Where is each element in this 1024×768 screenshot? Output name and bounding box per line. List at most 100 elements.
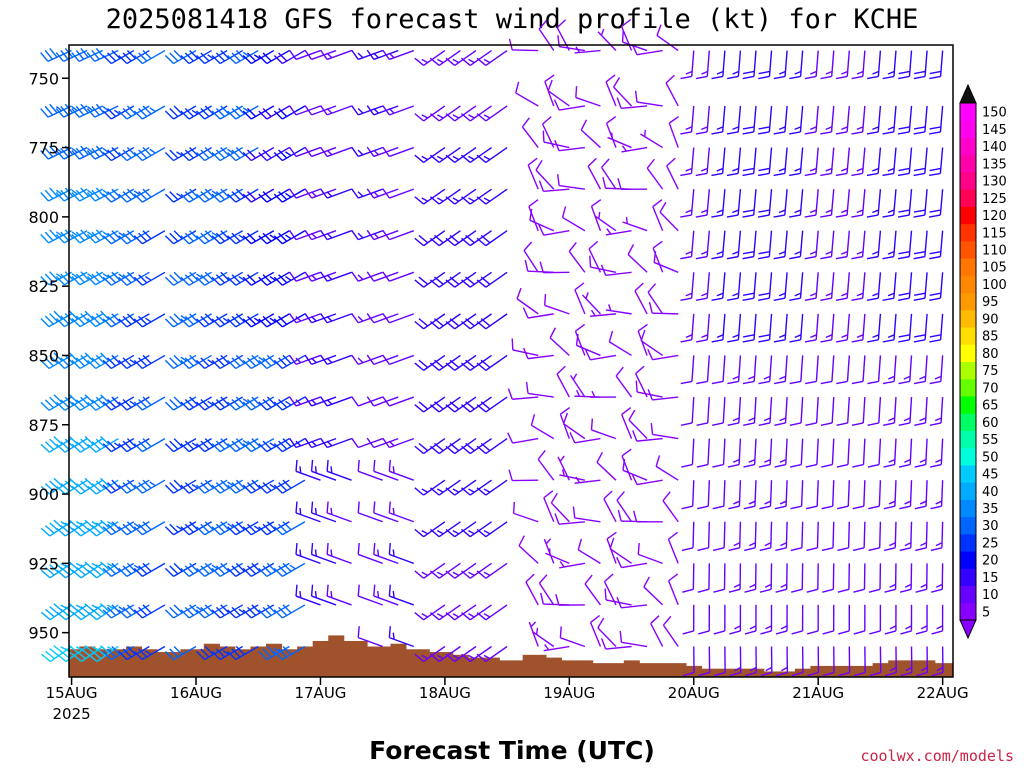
barb-half-flag bbox=[314, 549, 317, 557]
barb-staff bbox=[738, 438, 742, 465]
colorbar-label: 120 bbox=[982, 209, 1007, 224]
barb-full-flag bbox=[262, 232, 272, 242]
wind-barb bbox=[429, 49, 461, 67]
wind-barb bbox=[242, 146, 275, 162]
colorbar-label: 80 bbox=[982, 347, 999, 362]
barb-full-flag bbox=[562, 412, 569, 424]
barb-half-flag bbox=[748, 417, 755, 422]
barb-full-flag bbox=[80, 103, 89, 114]
barb-half-flag bbox=[310, 399, 317, 405]
wind-barb bbox=[596, 452, 617, 481]
barb-half-flag bbox=[535, 627, 539, 635]
barb-full-flag bbox=[913, 255, 925, 260]
barb-full-flag bbox=[173, 479, 183, 489]
barb-full-flag bbox=[95, 647, 106, 657]
barb-full-flag bbox=[142, 604, 152, 614]
barb-full-flag bbox=[87, 359, 97, 369]
barb-full-flag bbox=[55, 234, 65, 244]
barb-staff bbox=[358, 512, 383, 523]
barb-full-flag bbox=[41, 653, 51, 663]
wind-barb bbox=[574, 323, 586, 356]
terrain-segment bbox=[779, 671, 796, 677]
barb-full-flag bbox=[111, 271, 121, 281]
wind-barb bbox=[258, 49, 290, 65]
barb-full-flag bbox=[885, 671, 897, 677]
barb-half-flag bbox=[191, 483, 199, 489]
wind-barb bbox=[476, 354, 508, 371]
terrain-segment bbox=[522, 654, 547, 677]
barb-full-flag bbox=[304, 271, 313, 282]
barb-full-flag bbox=[621, 18, 632, 28]
wind-barb bbox=[729, 604, 742, 635]
wind-barb bbox=[461, 645, 492, 662]
barb-full-flag bbox=[84, 310, 94, 320]
barb-half-flag bbox=[809, 167, 817, 172]
barb-staff bbox=[815, 189, 819, 216]
barb-half-flag bbox=[919, 458, 927, 463]
wind-barb bbox=[382, 188, 415, 199]
barb-staff bbox=[893, 50, 897, 77]
barb-full-flag bbox=[621, 407, 632, 416]
barb-half-flag bbox=[887, 334, 895, 338]
barb-staff bbox=[543, 230, 570, 236]
barb-full-flag bbox=[508, 469, 513, 481]
wind-barb bbox=[632, 430, 663, 442]
barb-half-flag bbox=[903, 375, 911, 380]
colorbar-swatch bbox=[960, 206, 976, 225]
wind-barb bbox=[512, 501, 539, 523]
barb-half-flag bbox=[421, 654, 429, 660]
barb-staff bbox=[737, 189, 742, 216]
barb-staff bbox=[939, 50, 944, 77]
wind-barb bbox=[461, 49, 492, 67]
barb-full-flag bbox=[196, 443, 206, 453]
barb-full-flag bbox=[91, 357, 101, 367]
barb-half-flag bbox=[468, 654, 475, 660]
barb-full-flag bbox=[742, 250, 755, 255]
barb-half-flag bbox=[841, 292, 848, 297]
barb-staff bbox=[768, 147, 773, 174]
barb-full-flag bbox=[184, 315, 194, 325]
barb-full-flag bbox=[200, 565, 210, 575]
wind-barb bbox=[87, 436, 119, 453]
wind-barb bbox=[414, 562, 446, 579]
barb-staff bbox=[768, 50, 773, 77]
barb-staff bbox=[605, 81, 617, 107]
barb-full-flag bbox=[86, 150, 96, 160]
barb-full-flag bbox=[211, 276, 221, 286]
wind-barb bbox=[773, 313, 788, 343]
barb-full-flag bbox=[758, 339, 770, 343]
wind-barb bbox=[589, 614, 602, 647]
wind-barb bbox=[711, 396, 726, 426]
barb-full-flag bbox=[804, 172, 817, 177]
barb-staff bbox=[846, 105, 851, 132]
barb-full-flag bbox=[87, 611, 98, 621]
barb-full-flag bbox=[122, 191, 132, 201]
wind-barb bbox=[622, 458, 648, 481]
wind-barb bbox=[882, 272, 897, 301]
wind-barb bbox=[445, 105, 477, 122]
barb-staff bbox=[590, 206, 602, 231]
barb-full-flag bbox=[169, 149, 179, 159]
barb-staff bbox=[691, 355, 695, 382]
barb-staff bbox=[832, 521, 835, 548]
barb-half-flag bbox=[468, 114, 475, 119]
barb-half-flag bbox=[373, 108, 379, 114]
wind-barb bbox=[388, 626, 415, 648]
barb-full-flag bbox=[790, 505, 802, 510]
barb-full-flag bbox=[449, 318, 460, 327]
barb-full-flag bbox=[640, 329, 646, 342]
barb-half-flag bbox=[561, 469, 565, 477]
barb-staff bbox=[846, 147, 851, 174]
barb-staff bbox=[846, 230, 851, 257]
wind-barb bbox=[866, 230, 882, 260]
barb-full-flag bbox=[866, 172, 879, 177]
barb-staff bbox=[722, 438, 726, 465]
barb-full-flag bbox=[476, 237, 487, 247]
barb-full-flag bbox=[273, 152, 283, 162]
wind-barb bbox=[584, 349, 617, 361]
barb-full-flag bbox=[820, 172, 832, 177]
barb-full-flag bbox=[445, 404, 456, 413]
barb-full-flag bbox=[53, 477, 63, 487]
barb-half-flag bbox=[102, 231, 109, 237]
wind-barb bbox=[791, 646, 804, 677]
